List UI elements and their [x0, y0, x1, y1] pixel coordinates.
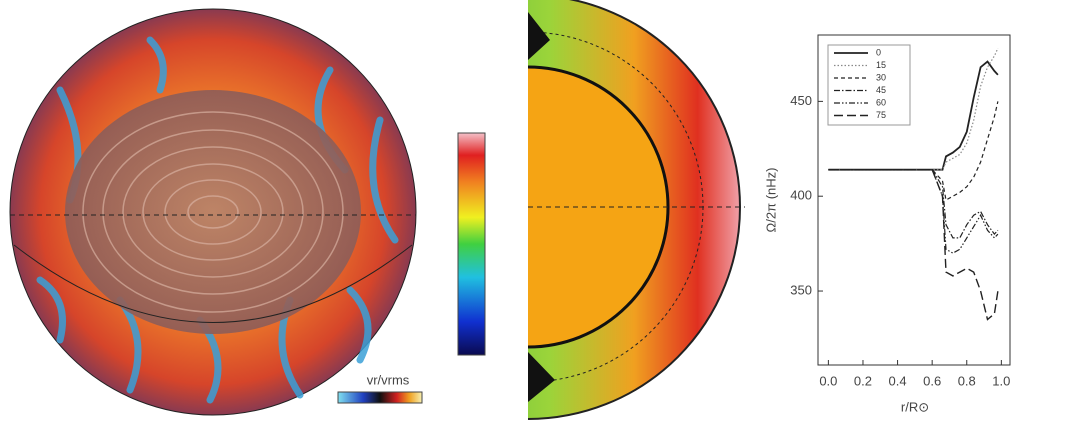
- x-tick-label: 1.0: [992, 373, 1010, 388]
- colorbar: [458, 133, 485, 355]
- figure: 320414480 -101 vr/vrms r/R⊙ Ω/2: [0, 0, 1070, 423]
- legend-label: 45: [876, 85, 886, 95]
- legend-box: [828, 45, 910, 125]
- x-tick-label: 0.0: [819, 373, 837, 388]
- series-line: [828, 170, 998, 320]
- legend-label: 60: [876, 97, 886, 107]
- x-tick-label: 0.6: [923, 373, 941, 388]
- x-tick-label: 0.2: [854, 373, 872, 388]
- colorbar: vr/vrms: [338, 372, 422, 403]
- y-tick-label: 450: [790, 93, 812, 108]
- colorbar-label: vr/vrms: [367, 372, 410, 387]
- x-tick-label: 0.8: [958, 373, 976, 388]
- legend-label: 75: [876, 110, 886, 120]
- legend-label: 30: [876, 72, 886, 82]
- sphere-image: [10, 9, 416, 415]
- series-line: [828, 170, 998, 253]
- y-tick-label: 350: [790, 282, 812, 297]
- legend-label: 0: [876, 47, 881, 57]
- y-axis-label: Ω/2π (nHz): [763, 168, 778, 233]
- x-axis-label: r/R⊙: [901, 399, 929, 414]
- y-tick-label: 400: [790, 188, 812, 203]
- x-tick-label: 0.4: [889, 373, 907, 388]
- legend-label: 15: [876, 60, 886, 70]
